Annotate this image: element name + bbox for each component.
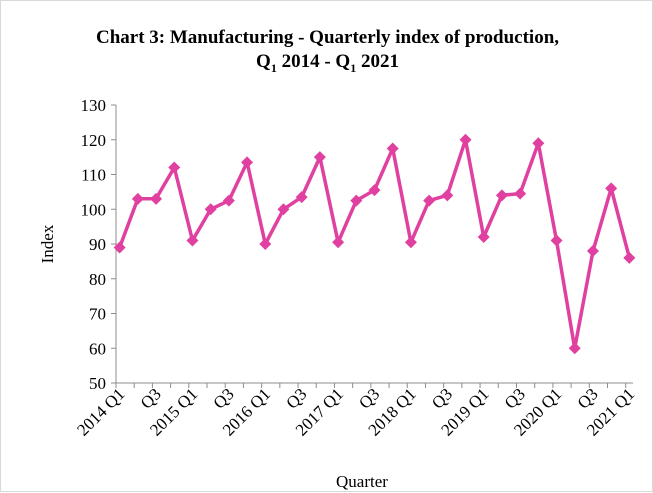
data-point-marker	[186, 234, 199, 247]
data-point-marker	[423, 194, 436, 207]
data-point-marker	[459, 133, 472, 146]
x-tick-label: Q3	[501, 384, 529, 412]
y-tick-label: 90	[89, 235, 106, 254]
x-tick-label: Q3	[428, 384, 456, 412]
data-point-marker	[259, 238, 272, 250]
data-point-marker	[241, 156, 254, 169]
y-tick-label: 80	[89, 270, 106, 289]
data-point-marker	[441, 189, 454, 202]
data-point-marker	[550, 234, 563, 247]
y-axis-title: Index	[38, 224, 57, 263]
series-line	[117, 138, 632, 351]
data-point-marker	[350, 194, 363, 207]
data-point-marker	[113, 241, 126, 254]
x-tick-label: Q3	[282, 384, 310, 412]
subtitle-sub-1: 1	[270, 60, 277, 75]
data-point-marker	[150, 192, 163, 205]
data-point-marker	[368, 184, 381, 197]
data-point-marker	[568, 342, 581, 355]
x-axis-title: Quarter	[336, 472, 388, 491]
data-point-marker	[605, 182, 618, 195]
y-tick-label: 130	[81, 96, 107, 115]
y-tick-label: 110	[81, 166, 106, 185]
data-point-marker	[586, 244, 599, 257]
y-axis-ticks: 50 60 70 80 90 100 110 120 130	[81, 96, 116, 393]
x-tick-label: Q3	[355, 384, 383, 412]
subtitle-part-1: Q	[256, 51, 271, 72]
data-point-marker	[222, 194, 235, 207]
data-point-marker	[332, 236, 345, 249]
y-tick-label: 100	[81, 200, 107, 219]
subtitle-part-2: 2014 - Q	[276, 51, 351, 72]
x-tick-label: Q3	[137, 384, 165, 412]
chart-title: Chart 3: Manufacturing - Quarterly index…	[95, 27, 560, 48]
data-point-marker	[514, 187, 527, 200]
data-point-marker	[295, 191, 308, 204]
data-point-marker	[532, 137, 545, 150]
series	[113, 133, 636, 355]
data-point-marker	[277, 203, 290, 216]
y-tick-label: 60	[89, 339, 106, 358]
data-point-marker	[168, 161, 181, 174]
subtitle-sub-2: 1	[350, 60, 357, 75]
x-tick-label: Q3	[574, 384, 602, 412]
y-tick-label: 120	[81, 131, 107, 150]
y-tick-label: 50	[89, 374, 106, 393]
data-point-marker	[131, 192, 144, 205]
data-point-marker	[404, 236, 417, 249]
subtitle-part-3: 2021	[356, 51, 399, 72]
y-tick-label: 70	[89, 305, 106, 324]
data-point-marker	[477, 231, 490, 244]
data-point-marker	[313, 151, 326, 164]
data-point-marker	[495, 189, 508, 202]
data-point-marker	[386, 142, 399, 155]
x-tick-label: Q3	[210, 384, 238, 412]
chart-subtitle: Q1 2014 - Q1 2021	[1, 51, 653, 76]
data-point-marker	[623, 251, 636, 264]
data-point-marker	[204, 203, 217, 216]
